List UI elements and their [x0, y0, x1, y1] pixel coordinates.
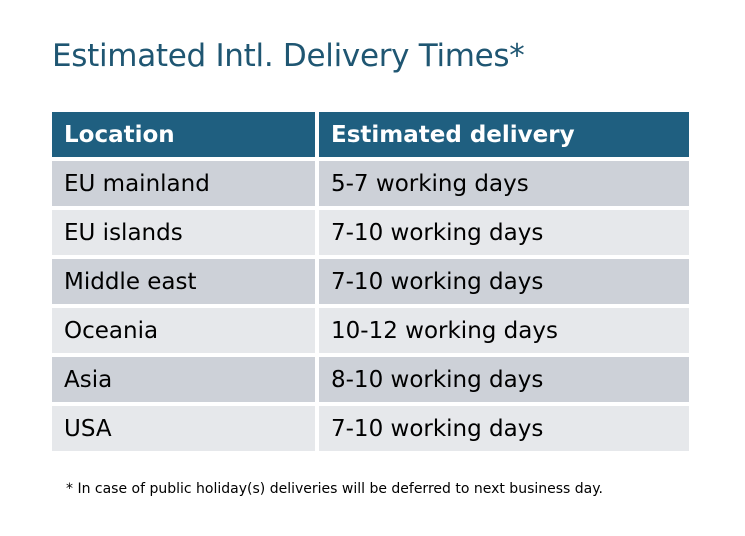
location-cell: Oceania	[52, 308, 315, 353]
delivery-cell: 7-10 working days	[319, 210, 689, 255]
column-header-location: Location	[52, 112, 315, 157]
column-header-estimated-delivery: Estimated delivery	[319, 112, 689, 157]
table-row: Middle east 7-10 working days	[52, 259, 689, 304]
table-row: EU mainland 5-7 working days	[52, 161, 689, 206]
footnote: * In case of public holiday(s) deliverie…	[66, 481, 603, 497]
location-cell: Asia	[52, 357, 315, 402]
table-row: EU islands 7-10 working days	[52, 210, 689, 255]
location-cell: Middle east	[52, 259, 315, 304]
table-row: Oceania 10-12 working days	[52, 308, 689, 353]
delivery-cell: 10-12 working days	[319, 308, 689, 353]
location-cell: USA	[52, 406, 315, 451]
location-cell: EU mainland	[52, 161, 315, 206]
table-row: USA 7-10 working days	[52, 406, 689, 451]
page-title: Estimated Intl. Delivery Times*	[52, 38, 525, 74]
table-row: Asia 8-10 working days	[52, 357, 689, 402]
delivery-table: Location Estimated delivery EU mainland 5…	[48, 108, 693, 455]
delivery-cell: 8-10 working days	[319, 357, 689, 402]
delivery-cell: 7-10 working days	[319, 259, 689, 304]
location-cell: EU islands	[52, 210, 315, 255]
delivery-cell: 7-10 working days	[319, 406, 689, 451]
table-header-row: Location Estimated delivery	[52, 112, 689, 157]
delivery-cell: 5-7 working days	[319, 161, 689, 206]
